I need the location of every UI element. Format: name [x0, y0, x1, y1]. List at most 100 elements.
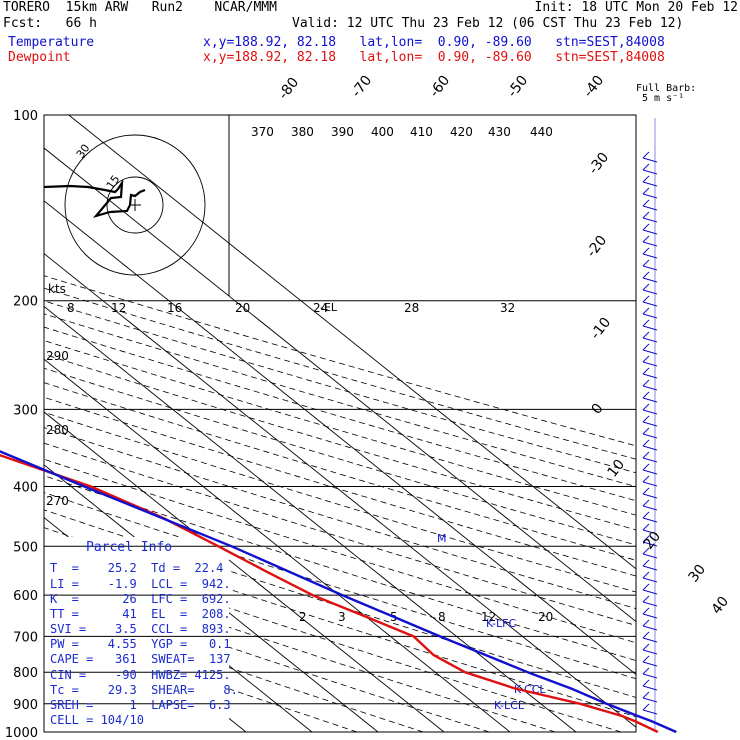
forecast-hour: Fcst: 66 h — [3, 16, 97, 31]
pressure-label: 400 — [13, 480, 38, 495]
theta-label: 380 — [291, 125, 314, 139]
wind-speed-label: kts — [48, 282, 66, 296]
wind-barb — [642, 643, 658, 655]
dry-adiabat-line — [44, 427, 636, 610]
dry-adiabat-line — [44, 340, 636, 516]
wind-barb — [642, 631, 658, 643]
theta-label: 280 — [46, 423, 69, 437]
theta-label: 290 — [46, 349, 69, 363]
wind-barb — [642, 427, 658, 439]
wind-barb — [642, 703, 658, 715]
dry-adiabat-line — [44, 458, 636, 644]
parcel-info-row: K = 26 LFC = 692. — [50, 592, 231, 606]
wind-barb — [642, 283, 658, 295]
dry-adiabat-line — [44, 326, 636, 502]
parcel-info-row: CAPE = 361 SWEAT= 137 — [50, 652, 231, 666]
parcel-info-row: TT = 41 EL = 208. — [50, 607, 231, 621]
parcel-info-box — [44, 537, 229, 732]
mixing-ratio-label: 3 — [338, 610, 346, 624]
wind-speed-label: 20 — [235, 301, 250, 315]
theta-label: 270 — [46, 494, 69, 508]
mixing-ratio-label: 12 — [481, 610, 496, 624]
wind-speed-label: 32 — [500, 301, 515, 315]
isotherm-label: -60 — [427, 73, 454, 101]
isotherm-line — [44, 253, 636, 728]
full-barb-units: 5 m s⁻¹ — [642, 93, 685, 104]
isotherm-label: -10 — [588, 315, 615, 343]
hodograph-ring-outer — [64, 134, 206, 276]
pressure-label: 600 — [13, 589, 38, 604]
theta-label: 390 — [331, 125, 354, 139]
wind-barb — [642, 499, 658, 511]
level-annotation: K-LCL — [494, 699, 525, 712]
level-annotation: -EL — [320, 301, 338, 314]
wind-barb — [642, 403, 658, 415]
wind-barb — [642, 451, 658, 463]
pressure-label: 300 — [13, 403, 38, 418]
isotherm-label: -40 — [581, 73, 608, 101]
wind-barb — [642, 307, 658, 319]
parcel-info-title: Parcel Info — [86, 540, 173, 555]
dry-adiabat-line — [44, 509, 636, 698]
pressure-label: 900 — [13, 698, 38, 713]
dry-adiabat-line — [44, 300, 636, 474]
wind-barb — [642, 235, 658, 247]
wind-barb — [642, 487, 658, 499]
wind-barb — [642, 571, 658, 583]
wind-barb — [642, 475, 658, 487]
wind-barb — [642, 223, 658, 235]
isotherm-label: -50 — [505, 73, 532, 101]
wind-speed-label: 12 — [111, 301, 126, 315]
isotherm-line — [44, 147, 636, 623]
wind-barb — [642, 379, 658, 391]
isotherm-label: -30 — [586, 150, 613, 178]
parcel-info-row: PW = 4.55 YGP = 0.1 — [50, 637, 231, 651]
wind-barb — [642, 343, 658, 355]
pressure-label: 200 — [13, 295, 38, 310]
wind-barb — [642, 559, 658, 571]
wind-barb — [642, 247, 658, 259]
dry-adiabat-line — [44, 442, 636, 626]
isotherm-line — [44, 411, 445, 732]
theta-label: 400 — [371, 125, 394, 139]
wind-barb — [642, 151, 658, 163]
dewpoint-legend: Dewpoint — [8, 50, 71, 65]
parcel-info-row: SVI = 3.5 CCL = 893. — [50, 622, 231, 636]
wind-barb — [642, 679, 658, 691]
wind-barb — [642, 319, 658, 331]
wind-barb — [642, 583, 658, 595]
parcel-info-row: CELL = 104/10 — [50, 713, 144, 727]
wind-speed-label: 8 — [67, 301, 75, 315]
isotherm-line — [44, 200, 636, 675]
theta-label: 370 — [251, 125, 274, 139]
pressure-label: 500 — [13, 540, 38, 555]
dry-adiabat-line — [44, 287, 636, 460]
wind-barb — [642, 211, 658, 223]
isotherm-label: 30 — [686, 562, 710, 586]
wind-barb — [642, 259, 658, 271]
isotherm-label: -80 — [276, 75, 303, 103]
plot-frame — [43, 114, 637, 733]
dry-adiabat-line — [44, 275, 636, 447]
isotherm-label: 10 — [605, 457, 629, 481]
mixing-ratio-label: 8 — [438, 610, 446, 624]
wind-barb — [642, 199, 658, 211]
temperature-legend: Temperature — [8, 35, 95, 50]
dewpoint-location: x,y=188.92, 82.18 lat,lon= 0.90, -89.60 … — [203, 50, 665, 65]
temperature-location: x,y=188.92, 82.18 lat,lon= 0.90, -89.60 … — [203, 35, 665, 50]
mixing-ratio-label: 2 — [299, 610, 307, 624]
hodograph-ring-label: 15 — [104, 173, 123, 192]
dry-adiabat-line — [44, 396, 636, 577]
isotherm-line — [44, 358, 511, 732]
isotherm-line — [44, 464, 379, 732]
model-title: TORERO 15km ARW Run2 NCAR/MMM — [3, 0, 277, 15]
wind-barb — [642, 355, 658, 367]
wind-speed-label: 28 — [404, 301, 419, 315]
dry-adiabat-line — [44, 411, 636, 593]
pressure-label: 1000 — [5, 726, 38, 740]
theta-label: 440 — [530, 125, 553, 139]
wind-barb — [642, 619, 658, 631]
full-barb-label: Full Barb: — [636, 83, 697, 94]
hodograph-ring-label: 30 — [74, 142, 93, 161]
wind-barb — [642, 691, 658, 703]
